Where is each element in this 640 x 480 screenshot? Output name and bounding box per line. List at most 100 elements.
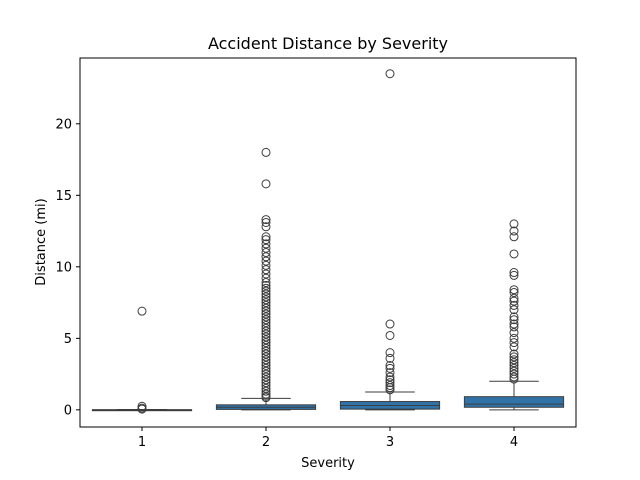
outlier-point <box>261 295 271 305</box>
y-tick-label: 0 <box>64 403 72 418</box>
x-tick-label: 1 <box>138 435 146 450</box>
outlier-point <box>261 340 271 350</box>
outlier-point <box>261 393 271 403</box>
outlier-point <box>509 232 519 242</box>
outlier-point <box>261 349 271 359</box>
outlier-point <box>509 349 519 359</box>
outlier-point <box>509 312 519 322</box>
outlier-point <box>509 358 519 368</box>
box-category-1 <box>91 306 193 414</box>
outlier-point <box>261 265 271 275</box>
outlier-point <box>261 389 271 399</box>
outlier-point <box>385 330 395 340</box>
outlier-point <box>261 358 271 368</box>
outlier-point <box>261 292 271 302</box>
outlier-point <box>261 300 271 310</box>
outlier-point <box>261 372 271 382</box>
outlier-point <box>509 328 519 338</box>
outlier-point <box>261 352 271 362</box>
outlier-point <box>509 293 519 303</box>
outlier-point <box>509 285 519 295</box>
outlier-point <box>261 318 271 328</box>
outlier-point <box>261 335 271 345</box>
plot-area <box>91 69 565 414</box>
outlier-point <box>509 361 519 370</box>
outlier-point <box>509 372 519 382</box>
outlier-point <box>385 383 395 393</box>
outlier-point <box>261 323 271 333</box>
outlier-point <box>509 355 519 365</box>
outlier-point <box>261 289 271 299</box>
outlier-point <box>261 346 271 356</box>
box-category-4 <box>463 219 565 411</box>
chart-title: Accident Distance by Severity <box>208 34 448 53</box>
outlier-point <box>261 243 271 253</box>
outlier-point <box>261 315 271 325</box>
outlier-point <box>385 319 395 329</box>
outlier-point <box>261 269 271 279</box>
y-axis: 0 5 10 15 20 <box>55 117 80 418</box>
x-axis: 1 2 3 4 <box>138 427 518 450</box>
outlier-point <box>509 319 519 329</box>
outlier-point <box>261 260 271 270</box>
outlier-point <box>261 286 271 296</box>
outlier-point <box>261 303 271 313</box>
outlier-point <box>261 147 271 157</box>
outlier-point <box>137 404 147 414</box>
outlier-point <box>261 283 271 293</box>
outlier-point <box>261 217 271 227</box>
box-category-3 <box>339 69 441 411</box>
outlier-point <box>509 296 519 306</box>
outlier-point <box>509 342 519 352</box>
y-tick-label: 20 <box>55 117 72 132</box>
outlier-point <box>261 332 271 342</box>
box <box>463 396 565 408</box>
box-category-2 <box>215 147 317 411</box>
outlier-point <box>261 256 271 266</box>
outlier-point <box>509 369 519 379</box>
outlier-point <box>261 248 271 258</box>
outlier-point <box>385 381 395 391</box>
outlier-point <box>261 366 271 376</box>
outlier-point <box>509 333 519 343</box>
outlier-point <box>261 215 271 225</box>
outlier-point <box>261 338 271 348</box>
outlier-point <box>509 338 519 348</box>
outlier-point <box>385 363 395 373</box>
outlier-point <box>509 249 519 259</box>
outlier-point <box>261 375 271 385</box>
outlier-point <box>509 305 519 315</box>
outlier-point <box>261 369 271 379</box>
outlier-point <box>261 306 271 316</box>
outlier-point <box>385 361 395 370</box>
outlier-point <box>261 278 271 288</box>
outlier-point <box>509 219 519 229</box>
outlier-point <box>261 381 271 391</box>
outlier-point <box>261 326 271 336</box>
outlier-point <box>261 179 271 189</box>
outlier-point <box>261 298 271 308</box>
outlier-point <box>261 280 271 290</box>
x-tick-label: 4 <box>510 435 518 450</box>
outlier-point <box>385 353 395 363</box>
outlier-point <box>385 385 395 395</box>
outlier-point <box>509 270 519 280</box>
y-axis-label: Distance (mi) <box>34 198 49 285</box>
outlier-point <box>261 273 271 283</box>
outlier-point <box>509 363 519 373</box>
outlier-point <box>509 268 519 278</box>
outlier-point <box>261 363 271 373</box>
outlier-point <box>261 235 271 245</box>
outlier-point <box>509 322 519 332</box>
outlier-point <box>261 320 271 330</box>
y-tick-label: 15 <box>55 189 72 204</box>
outlier-point <box>261 355 271 365</box>
outlier-point <box>261 222 271 232</box>
outlier-point <box>261 252 271 262</box>
outlier-point <box>261 361 271 370</box>
x-axis-label: Severity <box>301 456 355 471</box>
outlier-point <box>509 300 519 310</box>
outlier-point <box>261 239 271 249</box>
y-tick-label: 5 <box>64 332 72 347</box>
